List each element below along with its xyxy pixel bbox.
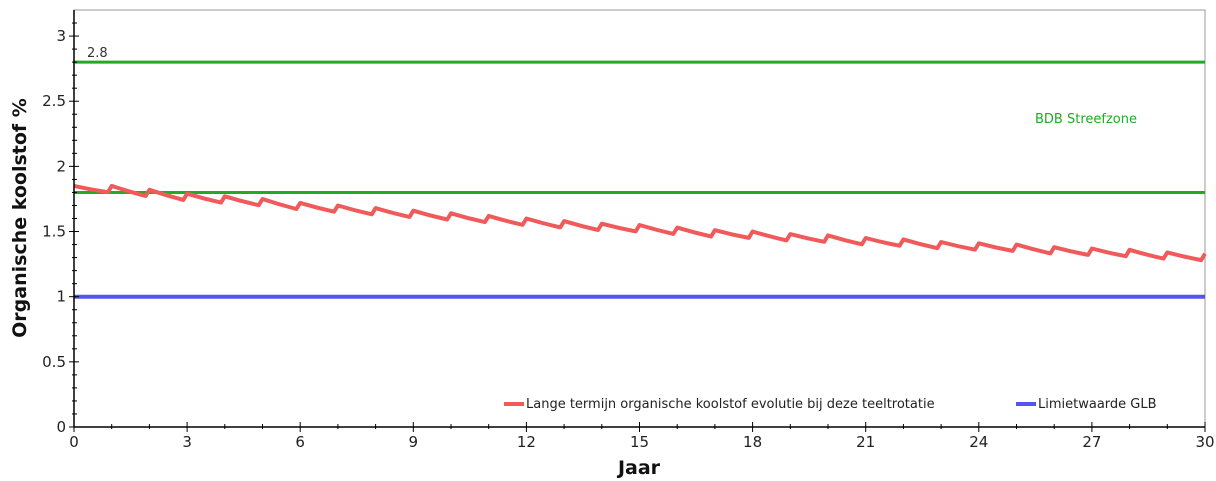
x-tick-label: 30: [1195, 433, 1214, 451]
x-tick-label: 12: [517, 433, 536, 451]
y-tick-label: 1: [56, 288, 66, 306]
x-tick-label: 24: [969, 433, 988, 451]
y-tick-label: 2: [56, 157, 66, 175]
x-tick-label: 15: [630, 433, 649, 451]
x-axis-title: Jaar: [616, 457, 661, 479]
legend: Lange termijn organische koolstof evolut…: [504, 397, 1157, 412]
y-tick-label: 0: [56, 418, 66, 436]
x-tick-label: 3: [182, 433, 192, 451]
y-axis-title: Organische koolstof %: [9, 98, 31, 338]
zone-upper-value-label: 2.8: [87, 46, 108, 61]
zone-label: BDB Streefzone: [1035, 112, 1137, 127]
x-tick-label: 27: [1082, 433, 1101, 451]
x-tick-label: 21: [856, 433, 875, 451]
y-tick-label: 2.5: [42, 92, 66, 110]
legend-item-label: Limietwaarde GLB: [1038, 397, 1157, 412]
y-tick-label: 3: [56, 27, 66, 45]
x-tick-label: 9: [409, 433, 419, 451]
legend-item-label: Lange termijn organische koolstof evolut…: [526, 397, 935, 412]
x-tick-label: 0: [69, 433, 79, 451]
x-tick-label: 6: [295, 433, 305, 451]
y-tick-label: 1.5: [42, 223, 66, 241]
y-tick-label: 0.5: [42, 353, 66, 371]
series-line-organic-carbon: [73, 183, 1207, 263]
plot-area: [73, 9, 1206, 428]
x-tick-label: 18: [743, 433, 762, 451]
